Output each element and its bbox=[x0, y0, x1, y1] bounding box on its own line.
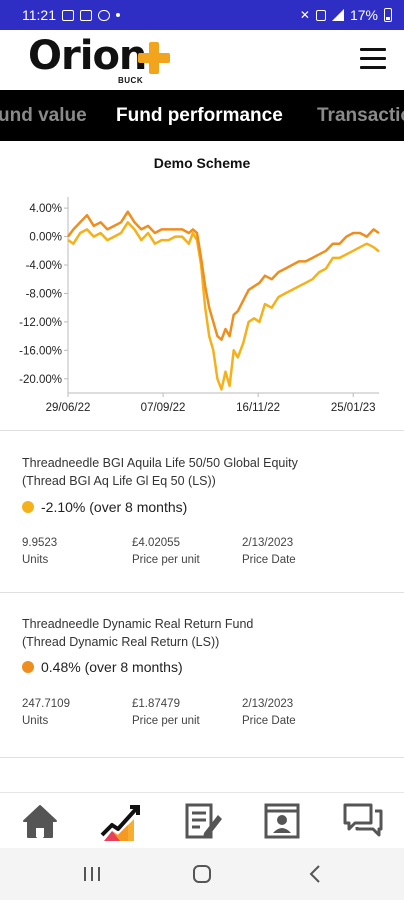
orion-logo[interactable]: Orion BUCK bbox=[28, 33, 178, 85]
series-line-2 bbox=[67, 210, 380, 341]
tab-transactions[interactable]: Transactio bbox=[317, 105, 404, 126]
tab-bar: und value Fund performance Transactio bbox=[0, 90, 404, 141]
units-label: Units bbox=[22, 554, 49, 566]
status-left: 11:21 bbox=[22, 7, 120, 23]
x-tick-label: 07/09/22 bbox=[141, 402, 186, 414]
logo-plus-icon bbox=[136, 40, 172, 76]
battery-icon bbox=[384, 8, 392, 22]
mute-icon: ✕ bbox=[299, 8, 310, 22]
app-header: Orion BUCK bbox=[0, 30, 404, 90]
x-tick-label: 25/01/23 bbox=[331, 402, 376, 414]
fund-performance-row: 0.48% (over 8 months) bbox=[22, 659, 183, 675]
date-label: Price Date bbox=[242, 715, 296, 727]
media-notification-icon bbox=[80, 9, 92, 21]
fund-performance-row: -2.10% (over 8 months) bbox=[22, 499, 187, 515]
fund-name-line1: Threadneedle Dynamic Real Return Fund bbox=[22, 617, 254, 631]
units-stat: 9.9523 Units bbox=[22, 535, 57, 569]
units-label: Units bbox=[22, 715, 49, 727]
date-label: Price Date bbox=[242, 554, 296, 566]
price-label: Price per unit bbox=[132, 715, 200, 727]
home-icon[interactable] bbox=[20, 801, 60, 841]
hamburger-menu-icon[interactable] bbox=[360, 48, 386, 70]
performance-chart-icon[interactable] bbox=[100, 801, 140, 841]
tab-fund-value[interactable]: und value bbox=[0, 105, 87, 126]
x-tick-label: 16/11/22 bbox=[236, 402, 280, 414]
series-color-dot bbox=[22, 501, 34, 513]
date-value: 2/13/2023 bbox=[242, 698, 294, 710]
document-edit-icon[interactable] bbox=[182, 801, 222, 841]
battery-percent: 17% bbox=[349, 7, 378, 23]
wifi-icon bbox=[315, 9, 326, 21]
price-stat: £1.87479 Price per unit bbox=[132, 696, 200, 730]
fund-name: Threadneedle Dynamic Real Return Fund (T… bbox=[22, 615, 253, 651]
price-value: £1.87479 bbox=[132, 698, 180, 710]
date-value: 2/13/2023 bbox=[242, 537, 294, 549]
date-stat: 2/13/2023 Price Date bbox=[242, 696, 296, 730]
performance-chart: Demo Scheme 4.00% 0.00% -4.00% -8.00% -12.00… bbox=[0, 141, 404, 431]
divider bbox=[0, 757, 404, 758]
fund-performance-value: 0.48% (over 8 months) bbox=[41, 659, 183, 675]
logo-text: Orion bbox=[28, 33, 147, 79]
y-tick-label: -20.00% bbox=[19, 374, 62, 386]
fund-name-line2: (Thread BGI Aq Life Gl Eq 50 (LS)) bbox=[22, 474, 216, 488]
chart-title: Demo Scheme bbox=[153, 155, 251, 171]
chat-icon[interactable] bbox=[343, 801, 383, 841]
divider bbox=[0, 592, 404, 593]
logo-subtext: BUCK bbox=[118, 76, 144, 85]
y-tick-label: -16.00% bbox=[19, 345, 62, 357]
y-tick-label: 4.00% bbox=[29, 203, 62, 215]
y-tick-label: -12.00% bbox=[19, 317, 62, 329]
units-value: 9.9523 bbox=[22, 537, 58, 549]
series-line-1 bbox=[67, 221, 380, 391]
price-value: £4.02055 bbox=[132, 537, 180, 549]
system-nav-bar bbox=[0, 848, 404, 900]
fund-card[interactable]: Threadneedle BGI Aquila Life 50/50 Globa… bbox=[0, 431, 404, 591]
recent-apps-icon[interactable] bbox=[80, 862, 104, 886]
fund-name-line1: Threadneedle BGI Aquila Life 50/50 Globa… bbox=[22, 456, 298, 470]
date-stat: 2/13/2023 Price Date bbox=[242, 535, 296, 569]
status-time: 11:21 bbox=[22, 7, 56, 23]
y-tick-label: -8.00% bbox=[26, 288, 62, 300]
status-right: ✕ 17% bbox=[300, 7, 392, 23]
fund-card[interactable]: Threadneedle Dynamic Real Return Fund (T… bbox=[0, 593, 404, 753]
bottom-nav bbox=[0, 792, 404, 848]
divider bbox=[0, 430, 404, 431]
y-tick-label: -4.00% bbox=[26, 260, 62, 272]
tab-fund-performance[interactable]: Fund performance bbox=[116, 105, 283, 126]
back-icon[interactable] bbox=[304, 862, 328, 886]
chart-canvas: 4.00% 0.00% -4.00% -8.00% -12.00% -16.00% -20.… bbox=[19, 197, 380, 414]
price-label: Price per unit bbox=[132, 554, 200, 566]
price-stat: £4.02055 Price per unit bbox=[132, 535, 200, 569]
fund-name: Threadneedle BGI Aquila Life 50/50 Globa… bbox=[22, 454, 298, 490]
units-stat: 247.7109 Units bbox=[22, 696, 70, 730]
status-bar: 11:21 ✕ 17% bbox=[0, 0, 404, 30]
fund-name-line2: (Thread Dynamic Real Return (LS)) bbox=[22, 635, 220, 649]
home-button-icon[interactable] bbox=[190, 862, 214, 886]
fund-performance-value: -2.10% (over 8 months) bbox=[41, 499, 188, 515]
y-tick-label: 0.00% bbox=[29, 232, 62, 244]
series-color-dot bbox=[22, 661, 34, 673]
gallery-notification-icon bbox=[62, 9, 74, 21]
profile-card-icon[interactable] bbox=[262, 801, 302, 841]
cloud-notification-icon bbox=[98, 9, 110, 21]
units-value: 247.7109 bbox=[22, 698, 70, 710]
x-tick-label: 29/06/22 bbox=[46, 402, 91, 414]
signal-icon bbox=[331, 9, 344, 21]
more-notifications-icon bbox=[116, 13, 120, 17]
